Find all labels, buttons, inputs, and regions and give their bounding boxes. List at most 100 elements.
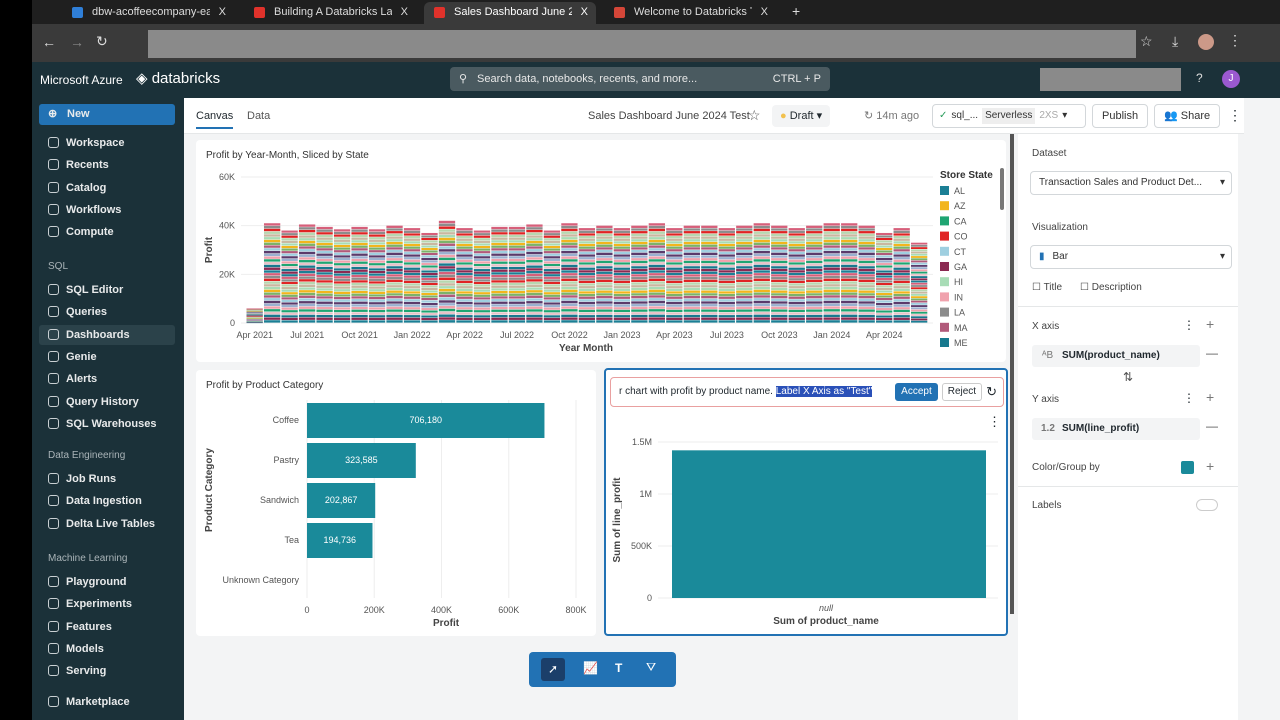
sidebar-item-alerts[interactable]: Alerts — [39, 369, 175, 389]
back-icon[interactable]: ← — [42, 34, 56, 50]
accept-button[interactable]: Accept — [895, 383, 938, 401]
bar-segment — [456, 296, 473, 299]
color-swatch[interactable] — [1181, 461, 1194, 474]
bar-segment — [421, 280, 438, 283]
user-avatar[interactable]: J — [1222, 70, 1240, 88]
bar-segment — [526, 279, 543, 282]
sidebar-item-query-history[interactable]: Query History — [39, 392, 175, 412]
bar-segment — [876, 280, 893, 283]
selected-chart-card[interactable]: r chart with profit by product name. Lab… — [604, 368, 1008, 636]
forward-icon[interactable]: → — [70, 34, 84, 50]
publish-button[interactable]: Publish — [1092, 104, 1149, 128]
x-remove-icon[interactable]: — — [1206, 346, 1218, 360]
y-more-icon[interactable]: ⋮ — [1183, 391, 1195, 405]
help-icon[interactable]: ? — [1196, 71, 1203, 85]
global-search[interactable]: ⚲ Search data, notebooks, recents, and m… — [450, 67, 830, 91]
sidebar-item-workspace[interactable]: Workspace — [39, 133, 175, 153]
tab-data[interactable]: Data — [247, 110, 271, 122]
stacked-bar — [438, 220, 456, 323]
reject-button[interactable]: Reject — [941, 383, 983, 401]
more-icon[interactable]: ⋮ — [988, 414, 1001, 429]
category-chart-card[interactable]: Profit by Product Category 0 200K 400K 600K… — [196, 370, 596, 636]
new-button[interactable]: ⊕ New — [39, 104, 175, 125]
browser-tab[interactable]: Sales Dashboard June 2024 TestX — [424, 2, 596, 24]
sidebar-item-compute[interactable]: Compute — [39, 222, 175, 242]
ai-prompt-bar[interactable]: r chart with profit by product name. Lab… — [610, 377, 1004, 407]
x-add-icon[interactable]: + — [1206, 316, 1215, 332]
x-more-icon[interactable]: ⋮ — [1183, 318, 1195, 332]
description-checkbox[interactable]: ☐ Description — [1080, 282, 1142, 293]
labels-toggle[interactable] — [1196, 499, 1218, 511]
regenerate-icon[interactable]: ↻ — [986, 384, 997, 399]
y-remove-icon[interactable]: — — [1206, 419, 1218, 433]
refresh-status[interactable]: ↻ 14m ago — [864, 110, 920, 122]
tab-canvas[interactable]: Canvas — [196, 110, 234, 129]
reload-icon[interactable]: ↻ — [96, 33, 108, 49]
bookmark-star-icon[interactable]: ☆ — [1140, 33, 1153, 49]
warehouse-selector[interactable]: ✓ sql_... Serverless 2XS ▾ — [932, 104, 1086, 128]
sidebar-item-marketplace[interactable]: Marketplace — [39, 692, 175, 712]
y-add-icon[interactable]: + — [1206, 389, 1215, 405]
sidebar-item-recents[interactable]: Recents — [39, 155, 175, 175]
more-icon[interactable]: ⋮ — [1228, 107, 1242, 123]
sidebar-item-catalog[interactable]: Catalog — [39, 178, 175, 198]
browser-tab[interactable]: Welcome to Databricks Test DriX — [604, 2, 776, 24]
close-tab-icon[interactable]: X — [760, 6, 768, 18]
visualization-select[interactable]: ▮ Bar ▾ — [1030, 245, 1232, 269]
draft-status[interactable]: ● Draft ▾ — [772, 105, 831, 127]
canvas-scrollbar[interactable] — [1010, 134, 1014, 614]
bar-segment — [438, 314, 456, 317]
dashboard-title[interactable]: Sales Dashboard June 2024 Test — [588, 110, 750, 122]
bar-segment — [263, 300, 281, 304]
sidebar-item-models[interactable]: Models — [39, 639, 175, 659]
browser-tab[interactable]: Building A Databricks LakeviewX — [244, 2, 416, 24]
bar-segment — [718, 267, 735, 270]
sidebar-item-workflows[interactable]: Workflows — [39, 200, 175, 220]
bar-segment — [683, 252, 700, 256]
sidebar-item-experiments[interactable]: Experiments — [39, 594, 175, 614]
sidebar-item-delta-live-tables[interactable]: Delta Live Tables — [39, 514, 175, 534]
bar-segment — [771, 298, 788, 301]
bar-segment — [543, 292, 561, 295]
sidebar-item-serving[interactable]: Serving — [39, 661, 175, 681]
bar-segment — [823, 309, 840, 312]
share-button[interactable]: 👥 Share — [1154, 104, 1221, 128]
browser-tab[interactable]: dbw-acoffeecompany-eastus -X — [62, 2, 234, 24]
select-tool-icon[interactable]: ➚ — [541, 658, 565, 681]
menu-icon[interactable]: ⋮ — [1228, 32, 1242, 48]
add-text-icon[interactable]: T — [615, 661, 623, 675]
url-bar[interactable] — [148, 30, 1136, 58]
sidebar-item-sql-editor[interactable]: SQL Editor — [39, 280, 175, 300]
close-tab-icon[interactable]: X — [400, 6, 408, 18]
sidebar-item-genie[interactable]: Genie — [39, 347, 175, 367]
color-add-icon[interactable]: + — [1206, 458, 1215, 474]
bar-segment — [491, 296, 508, 299]
sidebar-item-sql-warehouses[interactable]: SQL Warehouses — [39, 414, 175, 434]
sidebar-item-queries[interactable]: Queries — [39, 302, 175, 322]
sidebar-item-dashboards[interactable]: Dashboards — [39, 324, 175, 345]
swap-axes-icon[interactable]: ⇅ — [1123, 370, 1134, 384]
databricks-logo[interactable]: ◈ databricks — [136, 70, 221, 87]
bar-segment — [858, 274, 875, 277]
title-checkbox[interactable]: ☐ Title — [1032, 282, 1063, 293]
bar-segment — [876, 252, 893, 256]
close-tab-icon[interactable]: X — [218, 6, 226, 18]
add-filter-icon[interactable]: ⛛ — [646, 660, 657, 674]
bar-segment — [876, 297, 893, 301]
favorite-star-icon[interactable]: ☆ — [748, 107, 761, 123]
download-icon[interactable]: ⤓ — [1172, 33, 1179, 49]
profile-avatar[interactable] — [1198, 34, 1214, 50]
sidebar-item-playground[interactable]: Playground — [39, 572, 175, 592]
close-tab-icon[interactable]: X — [580, 6, 588, 18]
sidebar-item-label: Dashboards — [66, 328, 130, 341]
add-chart-icon[interactable]: 📈 — [583, 661, 598, 675]
bar-segment — [911, 305, 928, 307]
sidebar-item-data-ingestion[interactable]: Data Ingestion — [39, 491, 175, 511]
sidebar-item-job-runs[interactable]: Job Runs — [39, 469, 175, 489]
new-tab-button[interactable]: + — [792, 3, 801, 19]
dataset-select[interactable]: Transaction Sales and Product Det... ▾ — [1030, 171, 1232, 195]
y-axis-field[interactable]: 1.2 SUM(line_profit) — [1032, 418, 1200, 440]
sidebar-item-features[interactable]: Features — [39, 617, 175, 637]
x-axis-field[interactable]: ᴬB SUM(product_name) — [1032, 345, 1200, 367]
